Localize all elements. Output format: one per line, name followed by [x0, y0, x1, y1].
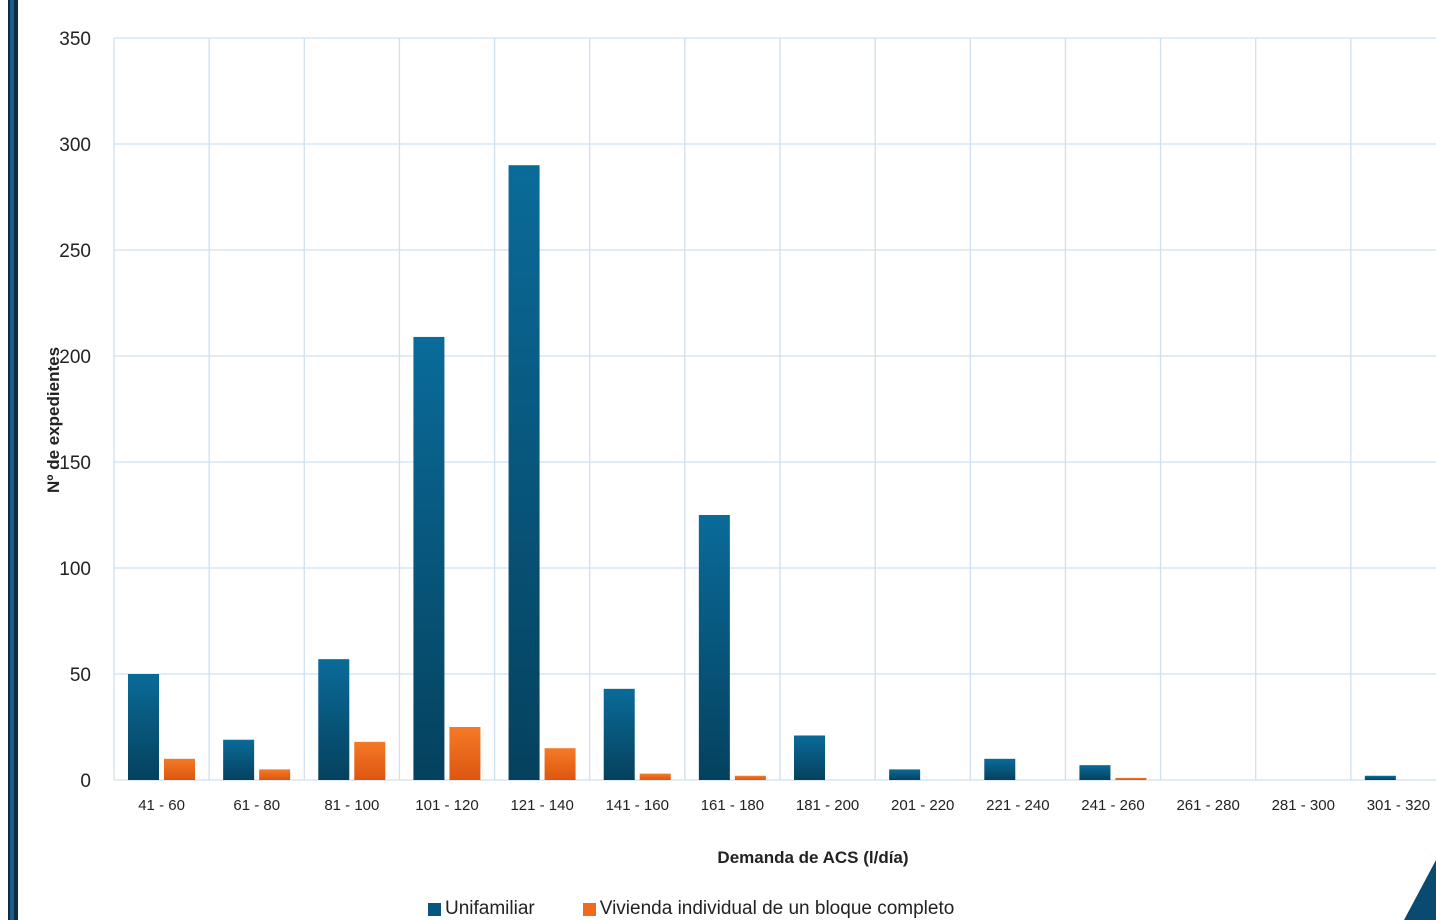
x-tick-label: 81 - 100 [324, 797, 379, 814]
bar-vivienda-individual [354, 741, 386, 780]
corner-decoration [1404, 860, 1436, 920]
bar-unifamiliar [223, 739, 255, 780]
x-tick-label: 121 - 140 [510, 797, 573, 814]
bar-unifamiliar [413, 336, 445, 780]
legend-swatch-unifamiliar [428, 902, 441, 916]
x-tick-label: 41 - 60 [138, 797, 185, 814]
x-tick-label: 221 - 240 [986, 797, 1049, 814]
bar-vivienda-individual [639, 773, 671, 780]
left-accent-stripe [10, 0, 14, 920]
y-tick-labels: 0 50 100 150 200 250 300 350 [59, 29, 91, 792]
y-tick-label: 350 [59, 29, 91, 50]
y-axis-title: Nº de expedientes [44, 347, 63, 493]
y-tick-label: 100 [59, 559, 91, 580]
bar-vivienda-individual [544, 748, 576, 780]
bar-unifamiliar [984, 758, 1016, 780]
bar-vivienda-individual [734, 775, 766, 780]
legend-label-unifamiliar: Unifamiliar [445, 898, 535, 919]
x-tick-labels: 41 - 60 61 - 80 81 - 100 101 - 120 121 - 140… [138, 797, 1430, 814]
x-tick-label: 301 - 320 [1367, 797, 1430, 814]
x-tick-label: 101 - 120 [415, 797, 478, 814]
y-tick-label: 200 [59, 347, 91, 368]
x-tick-label: 261 - 280 [1176, 797, 1239, 814]
bar-vivienda-individual [164, 758, 195, 780]
bar-vivienda-individual [259, 769, 291, 780]
x-tick-label: 201 - 220 [891, 797, 954, 814]
bar-unifamiliar [889, 769, 921, 780]
x-axis-title: Demanda de ACS (l/día) [717, 848, 908, 867]
y-tick-label: 250 [59, 241, 91, 262]
bar-vivienda-individual [1115, 777, 1147, 780]
y-tick-label: 0 [80, 771, 91, 792]
bar-unifamiliar [603, 688, 635, 780]
bar-unifamiliar [1364, 775, 1396, 780]
grid-lines [113, 37, 1436, 781]
legend-swatch-vivienda-individual [582, 902, 596, 916]
x-tick-label: 141 - 160 [606, 797, 669, 814]
x-tick-label: 241 - 260 [1081, 797, 1144, 814]
bar-unifamiliar [318, 659, 350, 780]
bar-unifamiliar [1079, 765, 1111, 780]
bar-unifamiliar [698, 515, 730, 780]
bars [128, 165, 1396, 780]
legend-label-vivienda-individual: Vivienda individual de un bloque complet… [599, 898, 955, 919]
bar-unifamiliar [128, 674, 159, 780]
x-tick-label: 61 - 80 [233, 797, 280, 814]
bar-vivienda-individual [449, 727, 481, 780]
x-tick-label: 281 - 300 [1272, 797, 1335, 814]
y-tick-label: 150 [59, 453, 91, 474]
bar-unifamiliar [508, 165, 540, 780]
legend-item-vivienda-individual: Vivienda individual de un bloque complet… [582, 898, 955, 920]
legend-item-unifamiliar: Unifamiliar [428, 898, 535, 920]
legend: Unifamiliar Vivienda individual de un bl… [428, 898, 1002, 920]
y-tick-label: 300 [59, 135, 91, 156]
bar-unifamiliar [794, 735, 825, 780]
y-tick-label: 50 [70, 665, 91, 686]
x-tick-label: 181 - 200 [796, 797, 859, 814]
x-tick-label: 161 - 180 [701, 797, 764, 814]
